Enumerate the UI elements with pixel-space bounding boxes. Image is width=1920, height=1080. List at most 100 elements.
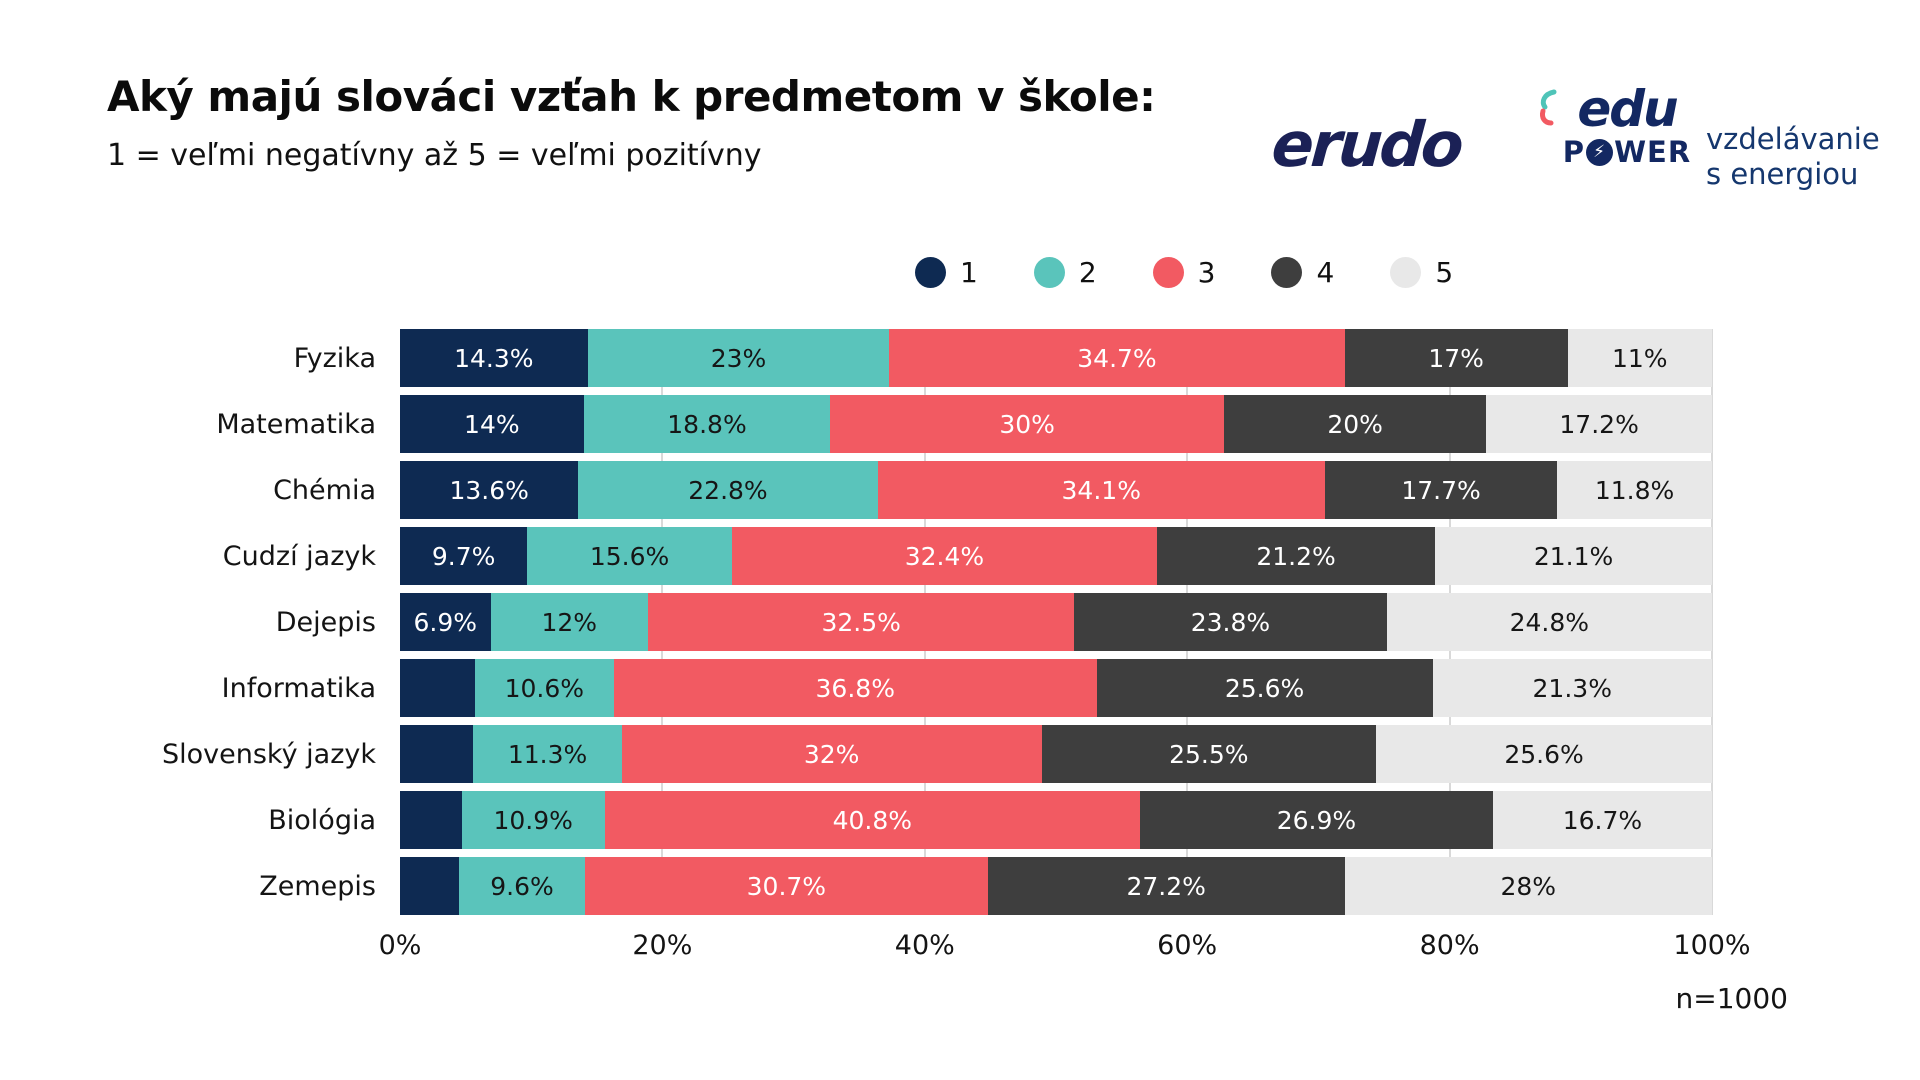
edupower-tagline: vzdelávanie s energiou <box>1706 122 1880 192</box>
category-label: Zemepis <box>259 870 376 902</box>
category-label: Matematika <box>216 408 376 440</box>
bar-segment: 9.7% <box>400 527 528 585</box>
chart-row: 9.7% 15.6% 32.4% 21.2% 21.1% <box>400 527 1712 585</box>
bar-value-label: 32.4% <box>904 541 985 571</box>
legend-label: 3 <box>1197 256 1216 289</box>
bar-track: 10.9% 40.8% 26.9% 16.7% <box>400 791 1712 849</box>
bar-segment: 11.8% <box>1557 461 1712 519</box>
bar-value-label: 27.2% <box>1126 871 1206 901</box>
bar-segment: 13.6% <box>400 461 579 519</box>
bar-segment: 40.8% <box>604 791 1140 849</box>
chart-row: 14.3% 23% 34.7% 17% 11% <box>400 329 1712 387</box>
bar-value-label: 34.7% <box>1077 343 1157 373</box>
bar-value-label: 25.6% <box>1224 673 1305 703</box>
chart-row: 9.6% 30.7% 27.2% 28% <box>400 857 1712 915</box>
category-label: Biológia <box>268 804 376 836</box>
gridline-100 <box>1711 329 1713 915</box>
category-label: Informatika <box>221 672 376 704</box>
bar-value-label: 22.8% <box>688 475 768 505</box>
bar-segment: 34.7% <box>889 329 1345 387</box>
legend-item-1: 1 <box>915 256 978 289</box>
bar-segment <box>400 659 475 717</box>
bar-value-label: 30.7% <box>746 871 827 901</box>
bar-value-label: 40.8% <box>832 805 912 835</box>
legend-label: 4 <box>1316 256 1335 289</box>
x-tick-label: 20% <box>632 930 693 961</box>
bar-value-label: 23% <box>710 343 767 373</box>
bar-value-label: 11% <box>1612 343 1668 373</box>
bar-segment: 10.6% <box>474 659 614 717</box>
category-label: Chémia <box>273 474 376 506</box>
bar-value-label: 30% <box>999 409 1055 439</box>
bar-track: 9.6% 30.7% 27.2% 28% <box>400 857 1712 915</box>
bar-value-label: 17.7% <box>1401 475 1481 505</box>
bar-track: 11.3% 32% 25.5% 25.6% <box>400 725 1712 783</box>
x-tick-label: 0% <box>378 930 422 961</box>
bar-segment: 25.6% <box>1096 659 1433 717</box>
bar-value-label: 21.1% <box>1533 541 1614 571</box>
bar-segment: 6.9% <box>400 593 491 651</box>
bar-value-label: 18.8% <box>667 409 747 439</box>
bar-segment: 36.8% <box>613 659 1097 717</box>
bar-track: 10.6% 36.8% 25.6% 21.3% <box>400 659 1712 717</box>
bar-value-label: 9.7% <box>431 541 496 571</box>
bar-segment <box>400 725 474 783</box>
bar-value-label: 23.8% <box>1190 607 1271 637</box>
bar-track: 9.7% 15.6% 32.4% 21.2% 21.1% <box>400 527 1712 585</box>
chart-row: 6.9% 12% 32.5% 23.8% 24.8% <box>400 593 1712 651</box>
x-tick-label: 80% <box>1419 930 1480 961</box>
category-label: Slovenský jazyk <box>162 738 376 770</box>
bar-segment: 30% <box>830 395 1224 453</box>
chart-row: 11.3% 32% 25.5% 25.6% <box>400 725 1712 783</box>
bar-value-label: 25.6% <box>1504 739 1584 769</box>
bar-value-label: 32.5% <box>821 607 901 637</box>
bar-value-label: 9.6% <box>490 871 554 901</box>
bar-track: 14.3% 23% 34.7% 17% 11% <box>400 329 1712 387</box>
bar-segment: 25.6% <box>1376 725 1712 783</box>
chart-row: 10.9% 40.8% 26.9% 16.7% <box>400 791 1712 849</box>
bar-value-label: 21.3% <box>1532 673 1612 703</box>
bar-segment: 23% <box>587 329 890 387</box>
bar-value-label: 14.3% <box>454 343 534 373</box>
bar-segment: 17% <box>1344 329 1568 387</box>
bar-value-label: 6.9% <box>413 607 478 637</box>
bar-segment: 22.8% <box>578 461 878 519</box>
bar-value-label: 20% <box>1327 409 1383 439</box>
bar-segment: 12% <box>490 593 648 651</box>
legend-label: 1 <box>960 256 978 289</box>
x-axis: 0% 20% 40% 60% 80% 100% <box>379 930 1751 970</box>
chart-row: 14% 18.8% 30% 20% 17.2% <box>400 395 1712 453</box>
legend-label: 5 <box>1435 256 1454 289</box>
bar-segment <box>400 791 462 849</box>
bar-track: 14% 18.8% 30% 20% 17.2% <box>400 395 1712 453</box>
bar-segment: 25.5% <box>1041 725 1377 783</box>
bar-value-label: 11.3% <box>507 739 588 769</box>
tagline-line1: vzdelávanie <box>1706 122 1880 156</box>
bar-value-label: 26.9% <box>1276 805 1357 835</box>
power-letter-p: P <box>1562 135 1586 169</box>
power-letters-wer: WER <box>1614 135 1692 169</box>
edupower-power-wordmark: P ⚡ WER <box>1552 138 1702 167</box>
chart-legend: 1 2 3 4 5 <box>915 256 1453 289</box>
legend-dot-icon <box>1152 257 1184 288</box>
bar-value-label: 17% <box>1428 343 1484 373</box>
bar-segment: 21.2% <box>1157 527 1436 585</box>
sample-size-note: n=1000 <box>1675 982 1788 1015</box>
bar-segment: 24.8% <box>1386 593 1712 651</box>
x-tick-label: 100% <box>1673 930 1751 961</box>
edupower-logo: edu P ⚡ WER <box>1540 84 1702 167</box>
bar-segment: 28% <box>1344 857 1712 915</box>
bar-segment: 14.3% <box>400 329 588 387</box>
bar-segment: 9.6% <box>459 857 585 915</box>
bar-value-label: 28% <box>1500 871 1557 901</box>
lightning-bolt-icon: ⚡ <box>1586 139 1614 166</box>
x-tick-label: 60% <box>1157 930 1218 961</box>
legend-item-4: 4 <box>1271 256 1334 289</box>
bar-value-label: 12% <box>541 607 598 637</box>
bar-segment: 23.8% <box>1074 593 1387 651</box>
bar-segment: 11.3% <box>473 725 622 783</box>
edu-swash-icon <box>1538 86 1558 136</box>
bar-segment: 21.1% <box>1435 527 1712 585</box>
bar-rows: 14.3% 23% 34.7% 17% 11% 14% 18.8% 30% 20% 17.2% 13… <box>400 329 1712 915</box>
